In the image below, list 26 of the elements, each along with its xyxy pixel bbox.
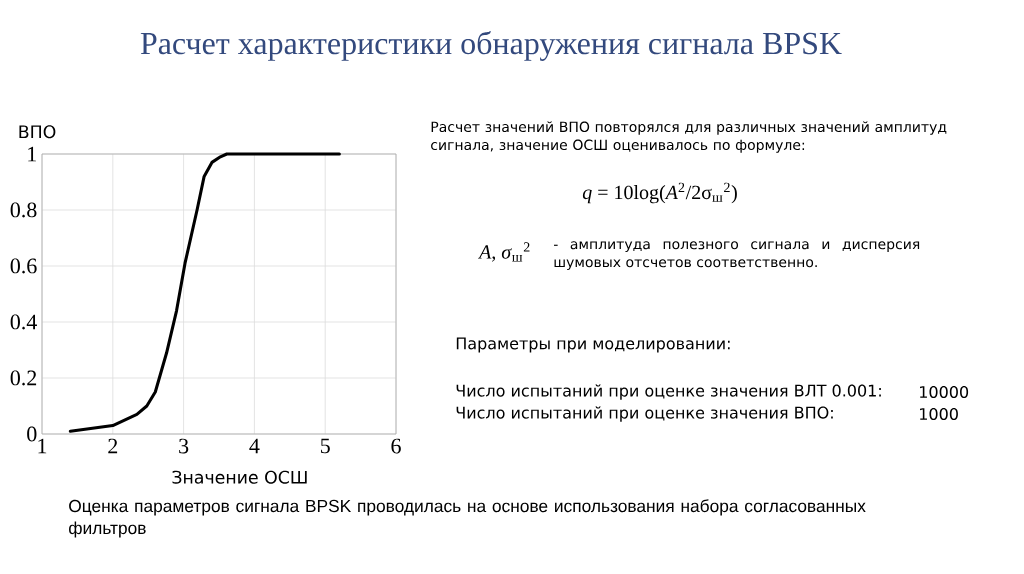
text: Оценка параметров сигнала BPSK проводилась на основе использования набора согласованных фильтров — [69, 499, 866, 538]
text: A, σ$_{ш}$2 — [478, 242, 530, 262]
y-tick-label: 1 — [28, 146, 36, 162]
x-tick-label: 6 — [391, 438, 401, 454]
text: 10000 — [920, 385, 969, 399]
y-tick-label: 0 — [27, 426, 37, 442]
y-tick-label: 0.8 — [10, 202, 37, 218]
text: 1000 — [920, 407, 958, 421]
text: q = 10log(A$^{2}$/2σ$_{ш}$$^{2}$) — [582, 182, 737, 204]
text: Число испытаний при оценке значения ВПО: — [456, 406, 833, 422]
y-axis-title: ВПО — [19, 125, 56, 139]
text: Число испытаний при оценке значения ВЛТ 0.001: — [456, 384, 881, 400]
x-tick-label: 5 — [320, 438, 330, 454]
x-axis-title: Значение ОСШ — [172, 470, 307, 484]
text: Расчет характеристики обнаружения сигнала BPSK — [140, 31, 842, 61]
text: Расчет значений ВПО повторялся для различных значений амплитуд сигнала, значение ОСШ оценивалось по формуле: — [431, 121, 947, 153]
y-tick-label: 0.4 — [10, 314, 37, 330]
text: - амплитуда полезного сигнала и дисперсия шумовых отсчетов соответственно. — [553, 241, 920, 271]
text: Параметры при моделировании: — [456, 337, 730, 353]
x-tick-label: 1 — [38, 438, 47, 454]
y-tick-label: 0.6 — [10, 258, 37, 274]
line-series — [68, 152, 341, 433]
y-tick-label: 0.2 — [10, 370, 37, 386]
x-tick-label: 4 — [249, 438, 260, 454]
x-tick-label: 3 — [179, 438, 189, 454]
x-tick-label: 2 — [108, 438, 118, 454]
